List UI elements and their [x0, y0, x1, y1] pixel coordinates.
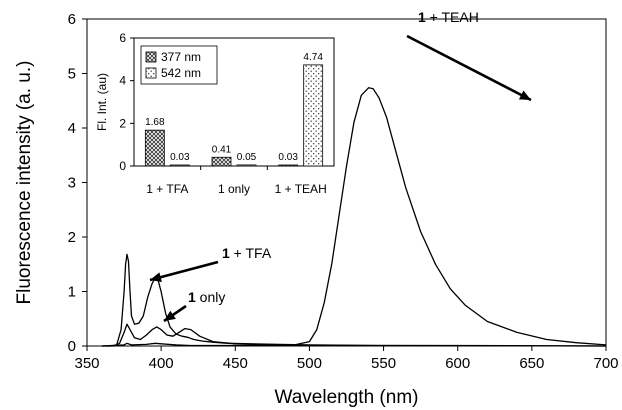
inset-y-tick-label: 4	[119, 74, 126, 88]
annotation-label: 1 only	[188, 289, 225, 305]
annotation-text-part: + TFA	[230, 245, 272, 261]
x-tick-label: 700	[593, 355, 618, 372]
x-tick-label: 500	[297, 355, 322, 372]
annotation-bold-part: 1	[418, 9, 426, 25]
inset-bar-377	[211, 156, 232, 167]
y-tick-label: 6	[68, 11, 76, 28]
annotation-text-part: + TEAH	[426, 9, 479, 25]
x-tick-label: 650	[519, 355, 544, 372]
inset-bar-value-label: 1.68	[145, 117, 165, 128]
inset-bar-value-label: 0.41	[212, 144, 232, 155]
annotation-text-part: only	[196, 289, 226, 305]
y-tick-label: 0	[68, 338, 76, 355]
inset-category-label: 1 + TFA	[146, 182, 188, 196]
y-tick-label: 1	[68, 284, 76, 301]
annotation-arrowhead	[150, 272, 162, 282]
series-line-1	[101, 253, 607, 347]
inset-bar-377	[144, 129, 165, 167]
series-line-3	[101, 87, 607, 347]
annotation-label: 1 + TEAH	[418, 9, 479, 25]
inset-y-tick-label: 6	[119, 31, 126, 45]
y-axis-title: Fluorescence intensity (a. u.)	[14, 61, 35, 305]
inset-category-label: 1 + TEAH	[275, 182, 327, 196]
x-tick-label: 450	[223, 355, 248, 372]
annotation-arrow	[149, 260, 219, 282]
inset-bar-542	[169, 164, 190, 167]
inset-category-label: 1 only	[218, 182, 250, 196]
inset-bar-542	[303, 64, 324, 167]
y-tick-label: 2	[68, 229, 76, 246]
legend-swatch	[145, 51, 157, 63]
legend-swatch	[145, 67, 157, 79]
x-tick-label: 550	[371, 355, 396, 372]
inset-bar-value-label: 4.74	[303, 52, 323, 63]
x-axis-title: Wavelength (nm)	[275, 387, 419, 408]
legend-label: 542 nm	[161, 66, 201, 80]
inset-y-tick-label: 2	[119, 116, 126, 130]
x-tick-label: 350	[74, 355, 99, 372]
x-tick-label: 600	[445, 355, 470, 372]
annotation-label: 1 + TFA	[222, 245, 272, 261]
legend-label: 377 nm	[161, 50, 201, 64]
inset-bar-value-label: 0.03	[278, 152, 298, 163]
inset-bar-value-label: 0.05	[237, 152, 257, 163]
inset-bar-value-label: 0.03	[170, 152, 190, 163]
inset-bar-542	[236, 164, 257, 167]
inset-y-tick-label: 0	[119, 159, 126, 173]
annotation-arrowhead	[518, 90, 531, 100]
annotation-bold-part: 1	[188, 289, 196, 305]
inset-bar-377	[278, 164, 299, 167]
y-tick-label: 5	[68, 66, 76, 83]
y-tick-label: 4	[68, 120, 76, 137]
y-tick-label: 3	[68, 175, 76, 192]
annotation-arrow	[406, 34, 532, 102]
x-tick-label: 400	[149, 355, 174, 372]
annotation-arrowhead	[164, 310, 176, 321]
inset-y-axis-title: Fl. Int. (au)	[95, 73, 109, 131]
series-line-2	[101, 323, 607, 347]
annotation-bold-part: 1	[222, 245, 230, 261]
